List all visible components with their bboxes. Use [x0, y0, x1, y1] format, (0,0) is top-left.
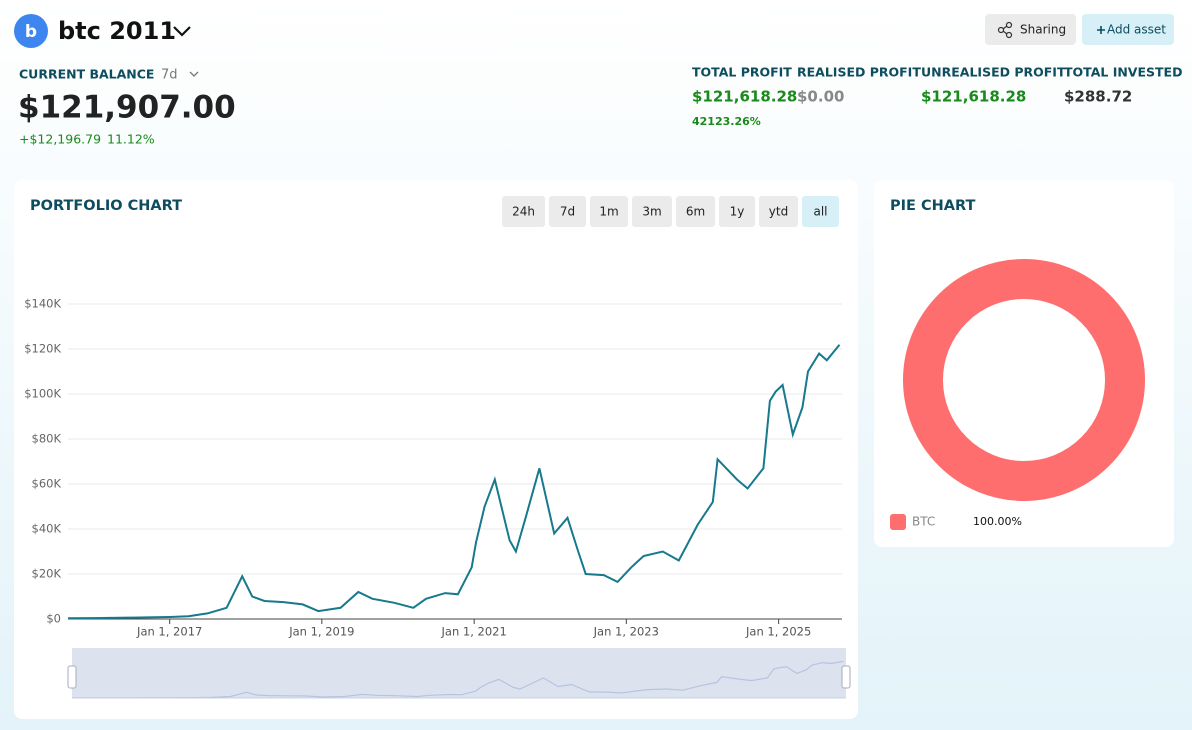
- legend-swatch: [890, 514, 906, 530]
- navigator-line: [72, 660, 844, 699]
- button-bg: [1082, 14, 1174, 45]
- plus-icon: [1097, 26, 1105, 34]
- card-title: PIE CHART: [890, 198, 975, 214]
- share-icon: [997, 21, 1013, 39]
- y-tick-label: $100K: [24, 387, 61, 401]
- stat-value: $121,618.28: [921, 88, 1026, 106]
- y-tick-label: $20K: [32, 567, 62, 581]
- stat-value: $288.72: [1064, 88, 1132, 106]
- pie-chart: BTC 100.00%: [890, 259, 1145, 530]
- avatar-letter: b: [25, 22, 37, 42]
- x-tick-label: Jan 1, 2025: [745, 625, 811, 639]
- x-tick-label: Jan 1, 2019: [288, 625, 354, 639]
- x-tick-label: Jan 1, 2023: [593, 625, 659, 639]
- button-text: all: [813, 205, 827, 219]
- button-bg: [676, 196, 715, 227]
- x-tick-label: Jan 1, 2021: [441, 625, 507, 639]
- balance-value: $121,907.00: [18, 90, 236, 126]
- portfolio-card: [14, 180, 858, 719]
- button-bg: [719, 196, 755, 227]
- add-asset-button[interactable]: Add asset: [1082, 14, 1174, 45]
- button-text: 6m: [686, 205, 705, 219]
- button-text: ytd: [769, 205, 788, 219]
- stat-label: UNREALISED PROFIT: [921, 65, 1066, 80]
- stat-value: $0.00: [797, 88, 844, 106]
- balance-period[interactable]: 7d: [161, 68, 178, 83]
- navigator-handle[interactable]: [67, 665, 77, 689]
- navigator-handle[interactable]: [841, 665, 851, 689]
- legend-value: 100.00%: [973, 515, 1022, 528]
- y-tick-label: $0: [46, 612, 61, 626]
- navigator-bg: [72, 648, 846, 698]
- button-text: 3m: [642, 205, 661, 219]
- y-tick-label: $120K: [24, 342, 61, 356]
- button-bg: [590, 196, 628, 227]
- pie-slice: [903, 259, 1145, 501]
- line-chart: $0 $20K $40K $60K $80K $100K $120K $140K Jan 1, …: [24, 297, 851, 699]
- balance-change-pct: 11.12%: [107, 132, 155, 147]
- sharing-button[interactable]: Sharing: [985, 14, 1076, 45]
- y-tick-label: $140K: [24, 297, 61, 311]
- range-button[interactable]: 7d: [549, 196, 586, 227]
- button-text: 7d: [560, 205, 575, 219]
- stat-label: REALISED PROFIT: [797, 65, 921, 80]
- range-button[interactable]: all: [802, 196, 839, 227]
- title-dropdown[interactable]: [173, 26, 191, 37]
- button-bg: [802, 196, 839, 227]
- range-buttons: 24h 7d 1m 3m 6m 1y ytd all: [502, 196, 839, 227]
- button-text: 24h: [512, 205, 535, 219]
- button-bg: [549, 196, 586, 227]
- y-tick-label: $60K: [32, 477, 62, 491]
- balance-change: +$12,196.79: [19, 132, 101, 147]
- range-button[interactable]: 3m: [632, 196, 672, 227]
- button-bg: [502, 196, 545, 227]
- button-bg: [759, 196, 798, 227]
- button-bg: [632, 196, 672, 227]
- portfolio-line: [67, 344, 841, 620]
- x-tick-label: Jan 1, 2017: [136, 625, 202, 639]
- period-dropdown[interactable]: [189, 71, 199, 77]
- stat-value: $121,618.28: [692, 88, 797, 106]
- range-button[interactable]: 6m: [676, 196, 715, 227]
- button-text: Add asset: [1107, 23, 1166, 37]
- button-text: Sharing: [1020, 23, 1066, 37]
- range-button[interactable]: 1m: [590, 196, 628, 227]
- button-text: 1y: [730, 205, 745, 219]
- stat-sub: 42123.26%: [692, 115, 761, 128]
- card-title: PORTFOLIO CHART: [30, 198, 182, 214]
- y-tick-label: $40K: [32, 522, 62, 536]
- button-text: 1m: [599, 205, 618, 219]
- range-button[interactable]: 1y: [719, 196, 755, 227]
- range-button[interactable]: 24h: [502, 196, 545, 227]
- legend-label: BTC: [912, 515, 935, 529]
- y-tick-label: $80K: [32, 432, 62, 446]
- stat-label: TOTAL PROFIT: [692, 65, 792, 80]
- range-button[interactable]: ytd: [759, 196, 798, 227]
- portfolio-title: btc 2011: [58, 17, 176, 45]
- balance-label: CURRENT BALANCE: [19, 67, 154, 82]
- stat-label: TOTAL INVESTED: [1064, 65, 1182, 80]
- avatar: [14, 14, 48, 48]
- stats: TOTAL PROFIT $121,618.28 42123.26% REALISED…: [692, 65, 1182, 129]
